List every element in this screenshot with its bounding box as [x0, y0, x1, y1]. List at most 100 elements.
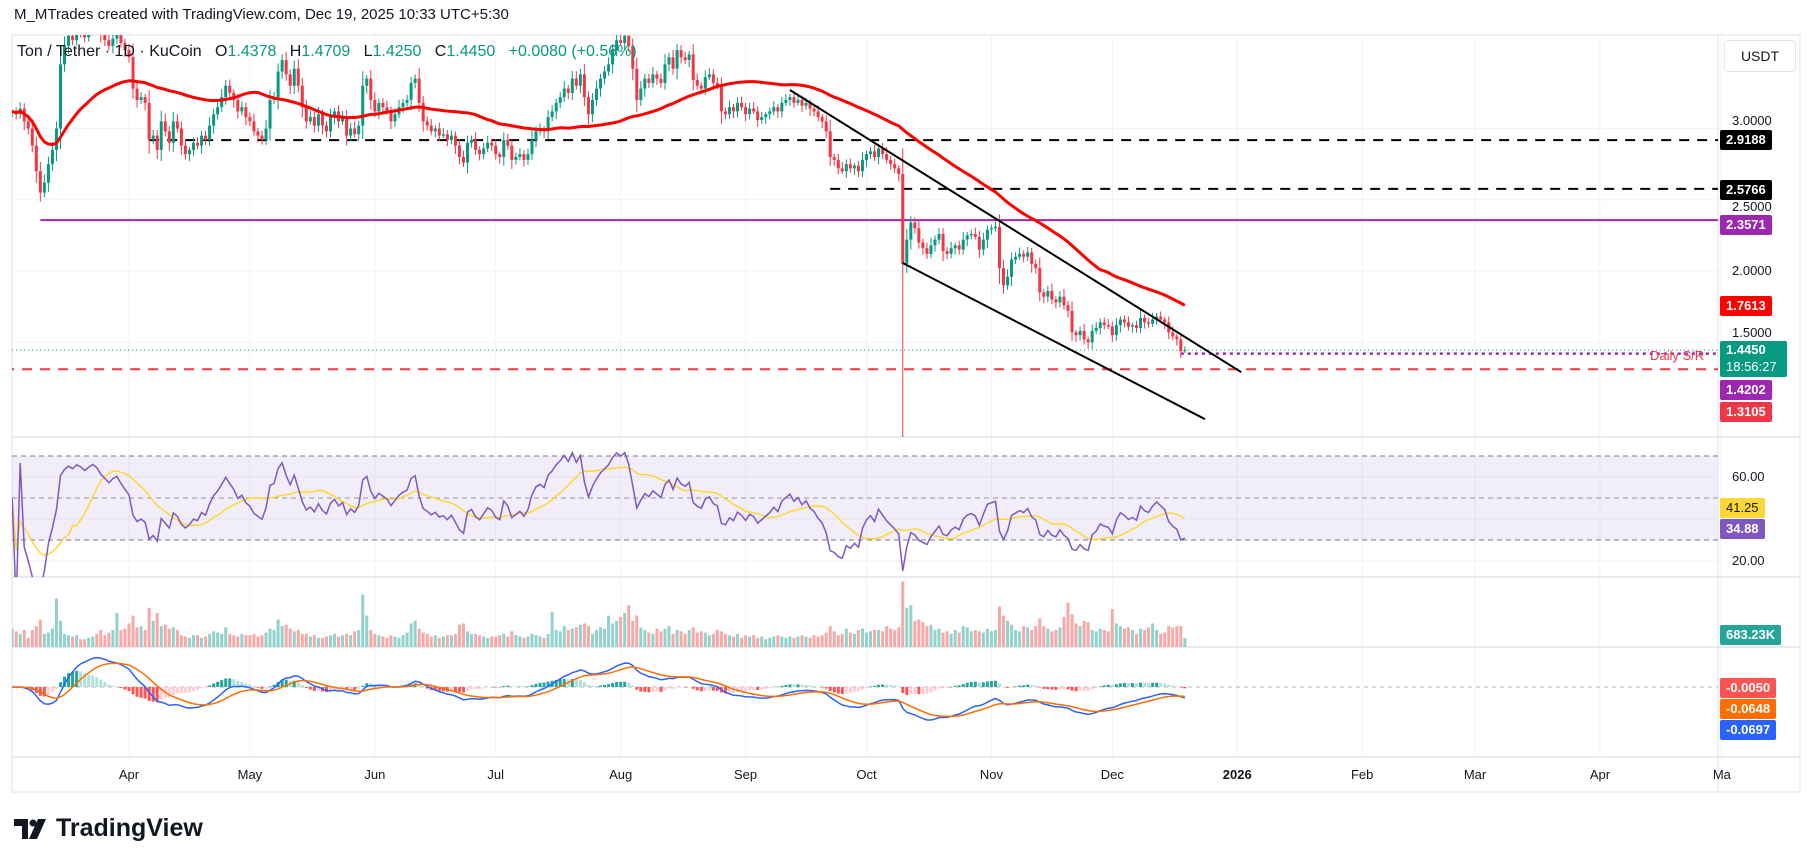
candle-body: [1130, 325, 1134, 327]
candle-body: [574, 78, 578, 86]
volume-bar: [159, 626, 163, 647]
trendline-upper: [789, 89, 1242, 374]
macd-histogram-bar: [191, 687, 195, 691]
tradingview-logo[interactable]: TradingView: [14, 814, 203, 843]
macd-histogram-bar: [1110, 684, 1114, 687]
macd-histogram-bar: [965, 682, 969, 687]
volume-bar: [288, 628, 292, 647]
volume-bar: [461, 623, 465, 647]
volume-bar: [667, 626, 671, 647]
volume-bar: [208, 633, 212, 647]
trendlines[interactable]: [789, 89, 1242, 421]
candle-body: [695, 80, 699, 86]
volume-bar: [357, 630, 361, 647]
candle-body: [1002, 268, 1006, 286]
macd-histogram-bar: [933, 687, 937, 691]
volume-bar: [780, 636, 784, 647]
macd-histogram-bar: [788, 684, 792, 687]
macd-histogram-bar: [91, 675, 95, 687]
candle-body: [478, 149, 482, 155]
candle-body: [848, 164, 852, 169]
candle-body: [131, 57, 135, 89]
candle-body: [506, 139, 510, 146]
candle-body: [87, 35, 91, 38]
candle-body: [1042, 292, 1046, 297]
macd-histogram-bar: [800, 684, 804, 687]
volume-bar: [542, 637, 546, 647]
symbol-name[interactable]: Ton / Tether · 1D · KuCoin: [17, 43, 202, 60]
volume-bar: [54, 598, 58, 647]
volume-bar: [764, 639, 768, 647]
macd-histogram-bar: [304, 687, 308, 688]
macd-histogram-bar: [256, 687, 260, 688]
candle-body: [578, 74, 582, 86]
macd-histogram-bar: [296, 682, 300, 687]
candle-body: [381, 102, 385, 108]
macd-histogram-bar: [482, 687, 486, 689]
volume-bar: [87, 637, 91, 647]
daily-sr-annotation[interactable]: Daily S/R: [1650, 348, 1705, 363]
volume-bar: [292, 631, 296, 647]
volume-bar: [937, 628, 941, 647]
candle-body: [530, 139, 534, 155]
candle-body: [1110, 326, 1114, 336]
candle-body: [320, 114, 324, 126]
macd-histogram-bar: [905, 687, 909, 695]
candle-body: [1106, 325, 1110, 327]
volume-bar: [1171, 627, 1175, 647]
candle-body: [159, 121, 163, 150]
macd-pane: [12, 656, 1718, 721]
macd-histogram-bar: [514, 686, 518, 688]
candle-body: [627, 35, 631, 46]
candle-body: [707, 74, 711, 78]
volume-bar: [611, 623, 615, 647]
macd-histogram-bar: [357, 687, 361, 690]
volume-bar: [58, 620, 62, 647]
candle-body: [977, 236, 981, 250]
currency-button[interactable]: USDT: [1724, 40, 1796, 72]
macd-histogram-bar: [260, 687, 264, 689]
macd-histogram-bar: [824, 687, 828, 689]
volume-bar: [38, 619, 42, 647]
macd-histogram-bar: [1058, 687, 1062, 690]
candle-body: [679, 50, 683, 58]
volume-bar: [433, 635, 437, 647]
macd-histogram-bar: [232, 679, 236, 687]
volume-bar: [1026, 627, 1030, 647]
candle-body: [667, 57, 671, 65]
candle-body: [502, 139, 506, 157]
candle-body: [631, 45, 635, 69]
candle-body: [1155, 316, 1159, 320]
volume-bar: [200, 637, 204, 647]
candle-body: [554, 102, 558, 112]
candle-body: [611, 50, 615, 65]
macd-histogram-bar: [1155, 682, 1159, 687]
macd-histogram-bar: [466, 687, 470, 691]
candle-body: [736, 102, 740, 112]
volume-bar: [929, 624, 933, 647]
volume-bar: [659, 631, 663, 647]
candle-body: [788, 97, 792, 100]
macd-histogram-bar: [1122, 682, 1126, 687]
macd-histogram-bar: [578, 679, 582, 687]
macd-histogram-bar: [836, 687, 840, 694]
horizontal-levels[interactable]: [4, 139, 1718, 371]
volume-bar: [1002, 615, 1006, 647]
macd-histogram-bar: [252, 686, 256, 687]
candle-body: [498, 154, 502, 157]
candle-body: [329, 117, 332, 132]
macd-histogram-bar: [772, 687, 776, 688]
macd-histogram-bar: [71, 671, 75, 687]
candle-body: [732, 107, 735, 112]
macd-histogram-bar: [264, 687, 268, 689]
candle-body: [691, 54, 695, 81]
time-tick: Apr: [118, 767, 140, 782]
macd-histogram-bar: [1102, 685, 1106, 687]
candle-body: [252, 121, 256, 132]
macd-histogram-bar: [510, 686, 514, 687]
volume-bar: [893, 630, 897, 647]
candle-body: [1171, 332, 1175, 337]
macd-histogram-bar: [877, 684, 881, 687]
volume-bar: [470, 633, 474, 647]
